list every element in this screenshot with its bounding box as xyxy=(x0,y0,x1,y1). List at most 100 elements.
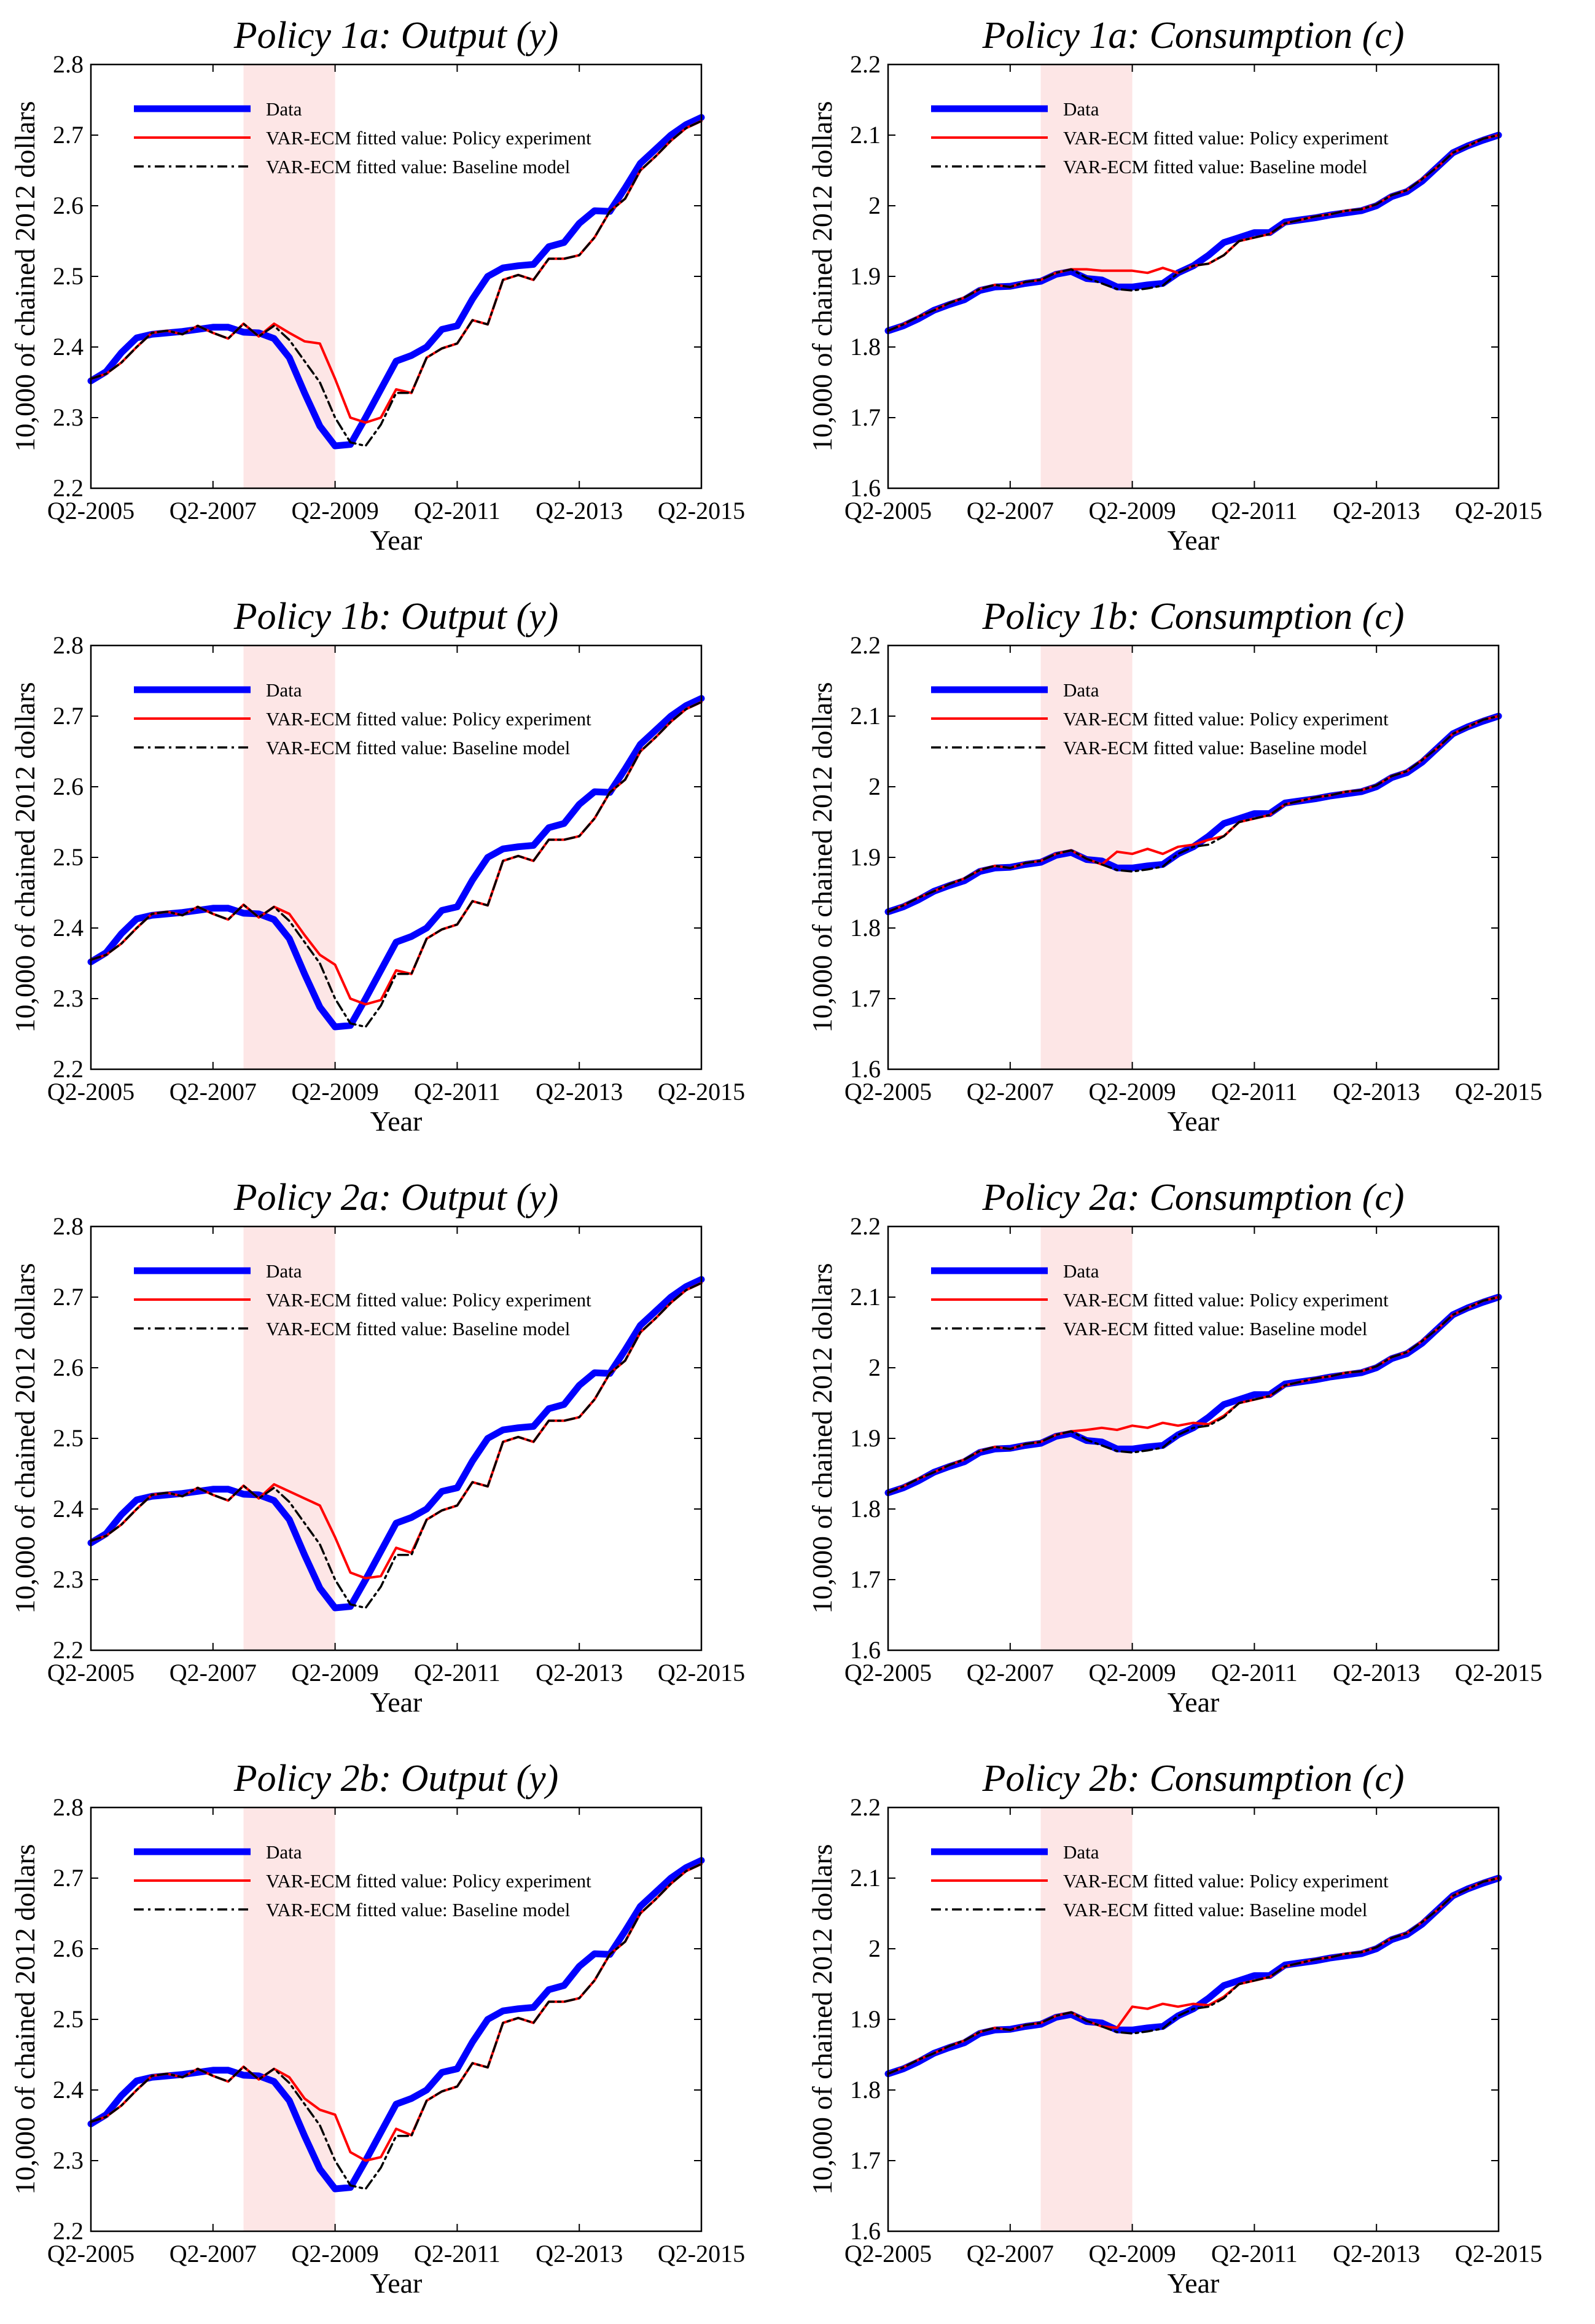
y-tick-label: 1.7 xyxy=(850,985,881,1012)
y-tick-label: 2.4 xyxy=(53,2076,84,2104)
series-baseline-line xyxy=(887,1296,1500,1494)
x-tick-label: Q2-2007 xyxy=(170,1659,257,1686)
x-tick-label: Q2-2009 xyxy=(1088,1659,1176,1686)
series-baseline-line xyxy=(887,715,1500,913)
chart-svg: Policy 1b: Consumption (c) 1.6 1.7 1.8 1.9 2 2… xyxy=(806,596,1542,1137)
legend-label: Data xyxy=(266,1260,302,1282)
x-tick-label: Q2-2005 xyxy=(844,1078,932,1105)
chart-panel: Policy 2a: Output (y) 2.2 2.3 2.4 2.5 2.6 2.7 2… xyxy=(0,1162,797,1743)
legend-label: Data xyxy=(1063,1260,1099,1282)
legend-label: Data xyxy=(1063,679,1099,701)
chart-title: Policy 2a: Output (y) xyxy=(233,1177,559,1219)
legend-label: VAR-ECM fitted value: Baseline model xyxy=(1063,737,1367,758)
y-tick-label: 2.7 xyxy=(53,1864,84,1892)
x-tick-label: Q2-2009 xyxy=(291,1659,378,1686)
y-tick-label: 2.2 xyxy=(53,1055,84,1083)
legend-label: Data xyxy=(266,98,302,120)
plot-area-border xyxy=(90,644,703,1070)
y-tick-label: 1.6 xyxy=(850,474,881,502)
plot-area-border xyxy=(887,63,1500,489)
chart-title: Policy 2b: Output (y) xyxy=(233,1758,559,1800)
x-tick-label: Q2-2015 xyxy=(1455,497,1542,524)
x-tick-label: Q2-2013 xyxy=(536,2240,623,2267)
chart-svg: Policy 2a: Output (y) 2.2 2.3 2.4 2.5 2.6 2.7 2… xyxy=(9,1177,745,1718)
x-tick-label: Q2-2015 xyxy=(658,1659,745,1686)
x-tick-label: Q2-2005 xyxy=(47,1078,135,1105)
chart-svg: Policy 1a: Output (y) 2.2 2.3 2.4 2.5 2.6 2.7 2… xyxy=(9,15,745,556)
x-axis-label: Year xyxy=(370,1686,423,1718)
y-tick-label: 2.5 xyxy=(53,2005,84,2033)
series-baseline-line xyxy=(90,701,703,1028)
chart-title: Policy 1b: Output (y) xyxy=(233,596,559,638)
legend-label: VAR-ECM fitted value: Policy experiment xyxy=(266,127,591,149)
chart-panel: Policy 2b: Consumption (c) 1.6 1.7 1.8 1.9 2 2… xyxy=(797,1743,1594,2324)
x-axis-label: Year xyxy=(1168,1105,1220,1137)
y-tick-label: 1.7 xyxy=(850,404,881,431)
series-baseline-line xyxy=(90,120,703,447)
x-tick-label: Q2-2007 xyxy=(967,2240,1054,2267)
y-tick-label: 2.2 xyxy=(53,1636,84,1664)
y-tick-label: 1.7 xyxy=(850,2147,881,2174)
y-tick-label: 2.6 xyxy=(53,1354,84,1381)
chart-panel: Policy 1a: Output (y) 2.2 2.3 2.4 2.5 2.6 2.7 2… xyxy=(0,0,797,581)
y-tick-label: 2.6 xyxy=(53,1935,84,1962)
y-tick-label: 2 xyxy=(868,773,881,800)
x-tick-label: Q2-2009 xyxy=(291,497,378,524)
x-tick-label: Q2-2005 xyxy=(47,497,135,524)
legend-label: VAR-ECM fitted value: Baseline model xyxy=(266,1318,570,1339)
chart-panel: Policy 1b: Output (y) 2.2 2.3 2.4 2.5 2.6 2.7 2… xyxy=(0,581,797,1162)
y-tick-label: 2.2 xyxy=(850,50,881,78)
x-tick-label: Q2-2011 xyxy=(414,2240,501,2267)
y-tick-label: 2.8 xyxy=(53,50,84,78)
x-axis-label: Year xyxy=(1168,2267,1220,2299)
recession-shading xyxy=(243,1226,335,1650)
y-tick-label: 2.8 xyxy=(53,631,84,659)
chart-title: Policy 2a: Consumption (c) xyxy=(981,1177,1404,1219)
y-tick-label: 2.3 xyxy=(53,2147,84,2174)
y-tick-label: 2.2 xyxy=(850,1793,881,1821)
y-tick-label: 2.1 xyxy=(850,1283,881,1311)
y-tick-label: 2.3 xyxy=(53,985,84,1012)
x-tick-label: Q2-2015 xyxy=(1455,1078,1542,1105)
x-axis-label: Year xyxy=(370,2267,423,2299)
y-axis-label: 10,000 of chained 2012 dollars xyxy=(9,682,41,1032)
y-tick-label: 2.6 xyxy=(53,773,84,800)
x-tick-label: Q2-2011 xyxy=(414,1659,501,1686)
y-tick-label: 2.2 xyxy=(53,2217,84,2245)
x-tick-label: Q2-2013 xyxy=(1333,1078,1420,1105)
x-tick-label: Q2-2011 xyxy=(414,497,501,524)
legend-label: VAR-ECM fitted value: Policy experiment xyxy=(266,1289,591,1311)
legend-label: VAR-ECM fitted value: Policy experiment xyxy=(1063,708,1389,730)
y-tick-label: 1.6 xyxy=(850,1055,881,1083)
recession-shading xyxy=(243,1807,335,2231)
plot-area-border xyxy=(887,1806,1500,2232)
x-axis-label: Year xyxy=(1168,1686,1220,1718)
x-tick-label: Q2-2015 xyxy=(1455,2240,1542,2267)
x-tick-label: Q2-2005 xyxy=(47,1659,135,1686)
x-tick-label: Q2-2005 xyxy=(844,2240,932,2267)
legend-label: VAR-ECM fitted value: Policy experiment xyxy=(1063,127,1389,149)
y-tick-label: 2.3 xyxy=(53,404,84,431)
x-tick-label: Q2-2007 xyxy=(967,497,1054,524)
y-tick-label: 2.2 xyxy=(53,474,84,502)
y-tick-label: 2.7 xyxy=(53,702,84,730)
y-tick-label: 2.4 xyxy=(53,333,84,361)
x-tick-label: Q2-2013 xyxy=(1333,1659,1420,1686)
legend-label: VAR-ECM fitted value: Baseline model xyxy=(1063,1318,1367,1339)
legend-label: VAR-ECM fitted value: Baseline model xyxy=(1063,1899,1367,1920)
x-tick-label: Q2-2015 xyxy=(658,2240,745,2267)
x-tick-label: Q2-2005 xyxy=(844,497,932,524)
y-axis-label: 10,000 of chained 2012 dollars xyxy=(9,101,41,451)
y-tick-label: 2.8 xyxy=(53,1793,84,1821)
chart-panel: Policy 2a: Consumption (c) 1.6 1.7 1.8 1.9 2 2… xyxy=(797,1162,1594,1743)
plot-area-border xyxy=(90,63,703,489)
legend-label: VAR-ECM fitted value: Baseline model xyxy=(1063,156,1367,177)
recession-shading xyxy=(243,64,335,488)
x-tick-label: Q2-2009 xyxy=(291,1078,378,1105)
x-tick-label: Q2-2009 xyxy=(291,2240,378,2267)
x-tick-label: Q2-2007 xyxy=(170,1078,257,1105)
series-baseline-line xyxy=(90,1282,703,1609)
y-axis-label: 10,000 of chained 2012 dollars xyxy=(806,101,838,451)
y-axis-label: 10,000 of chained 2012 dollars xyxy=(806,1844,838,2194)
